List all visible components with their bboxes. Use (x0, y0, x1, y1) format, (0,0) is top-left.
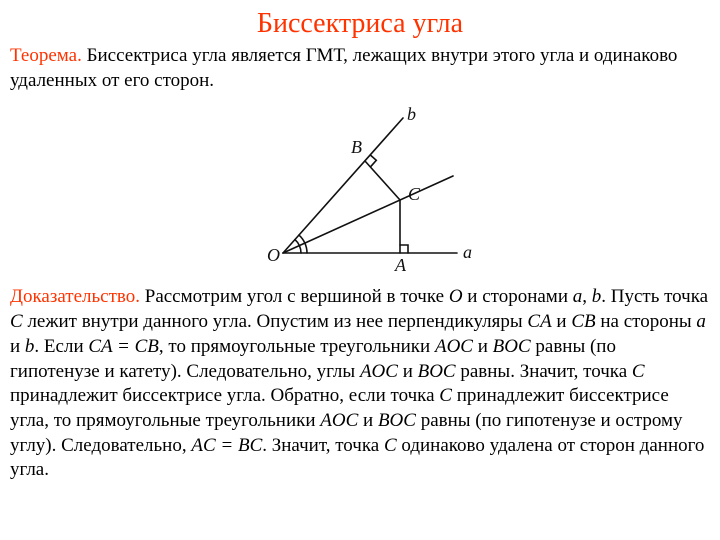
theorem-label: Теорема. (10, 45, 82, 66)
t: и (473, 336, 493, 357)
var-AOC: AOC (435, 336, 473, 357)
t: , то прямоугольные треугольники (159, 336, 435, 357)
t: принадлежит биссектрисе угла. Обратно, е… (10, 385, 439, 406)
t: лежит внутри данного угла. Опустим из не… (23, 311, 528, 332)
svg-text:a: a (463, 242, 472, 262)
var-C: C (632, 361, 645, 382)
page-title: Биссектриса угла (10, 6, 710, 42)
t: и (358, 410, 378, 431)
var-C: C (10, 311, 23, 332)
proof: Доказательство. Рассмотрим угол с вершин… (10, 285, 710, 483)
t: . Если (34, 336, 88, 357)
var-BOC: BOC (378, 410, 416, 431)
eq: AC = BC (191, 435, 262, 456)
var-BOC: BOC (493, 336, 531, 357)
var-a: a (696, 311, 706, 332)
t: и (552, 311, 572, 332)
t: , (582, 286, 592, 307)
var-CA: CA (527, 311, 551, 332)
svg-text:b: b (407, 104, 416, 124)
var-a: a (573, 286, 583, 307)
eq: CA = CB (88, 336, 159, 357)
proof-label: Доказательство. (10, 286, 140, 307)
var-C: C (384, 435, 397, 456)
svg-text:C: C (408, 184, 421, 204)
theorem: Теорема. Биссектриса угла является ГМТ, … (10, 44, 710, 93)
theorem-text: Биссектриса угла является ГМТ, лежащих в… (10, 45, 677, 91)
t: . Пусть точка (601, 286, 708, 307)
t: и сторонами (463, 286, 573, 307)
svg-text:A: A (394, 255, 407, 275)
t: и (398, 361, 418, 382)
t: . Значит, точка (262, 435, 384, 456)
var-b: b (592, 286, 602, 307)
var-AOC: AOC (360, 361, 398, 382)
var-CB: CB (571, 311, 595, 332)
var-O: O (449, 286, 463, 307)
var-AOC: AOC (320, 410, 358, 431)
var-C: C (439, 385, 452, 406)
t: равны. Значит, точка (456, 361, 632, 382)
t: и (10, 336, 25, 357)
var-BOC: BOC (418, 361, 456, 382)
figure-wrap: O A B Ca b (10, 98, 710, 286)
t: Рассмотрим угол с вершиной в точке (140, 286, 449, 307)
var-b: b (25, 336, 35, 357)
svg-text:B: B (351, 137, 362, 157)
svg-text:O: O (267, 245, 280, 265)
t: на стороны (596, 311, 697, 332)
angle-bisector-diagram: O A B Ca b (225, 98, 495, 278)
